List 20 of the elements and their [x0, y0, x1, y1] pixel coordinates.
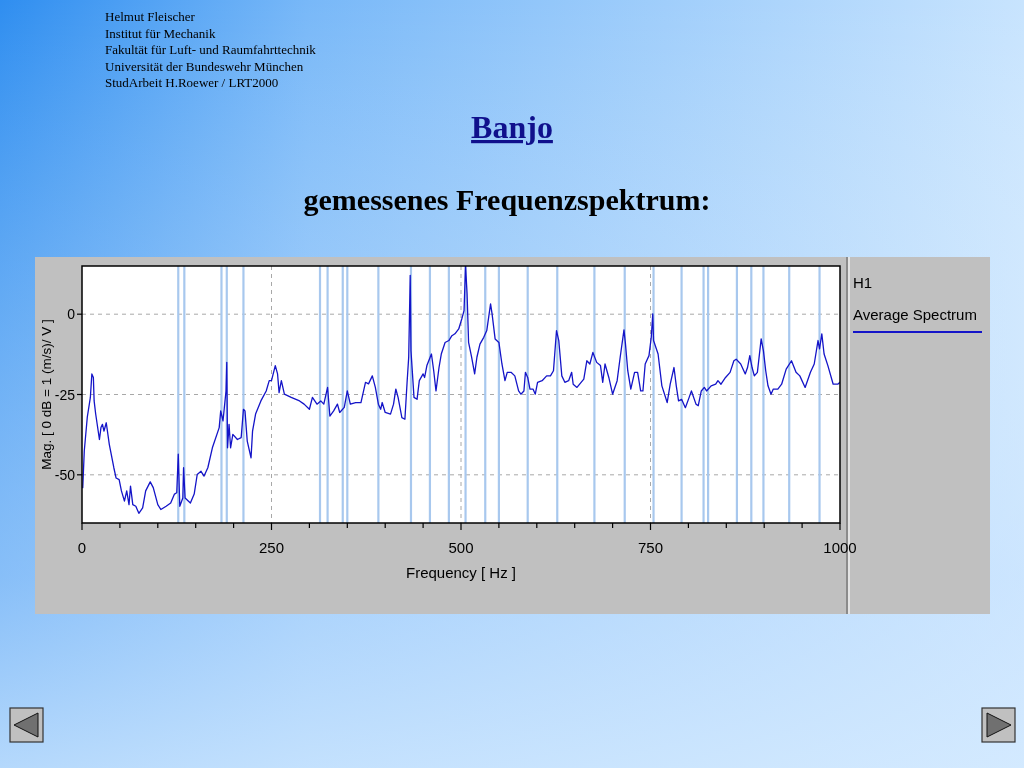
text: Average Spectrum — [853, 306, 977, 323]
x-tick-label: 250 — [258, 539, 285, 556]
text: Fakultät für Luft- und Raumfahrttechnik — [105, 42, 317, 58]
x-tick-label: 1000 — [823, 539, 857, 556]
text: Institut für Mechanik — [105, 25, 216, 41]
x-tick-label: 0 — [77, 539, 87, 556]
y-axis-title: Mag. [ 0 dB = 1 (m/s)/ V ] — [39, 319, 54, 470]
text: StudArbeit H.Roewer / LRT2000 — [105, 75, 279, 91]
line-series — [82, 266, 840, 515]
text: Universität der Bundeswehr München — [105, 58, 304, 74]
legend-title: H1 — [853, 274, 873, 291]
x-axis-title: Frequency [ Hz ] — [405, 564, 517, 581]
x-tick-label: 750 — [637, 539, 664, 556]
chart-title: Banjo — [471, 109, 553, 145]
y-tick-label: -50 — [54, 466, 76, 483]
text: Helmut Fleischer — [105, 9, 196, 24]
y-tick-label: -25 — [54, 386, 76, 403]
chart-subtitle: gemessenes Frequenzspektrum: — [303, 183, 711, 216]
y-tick-label: 0 — [67, 306, 76, 323]
x-tick-label: 500 — [448, 539, 474, 556]
